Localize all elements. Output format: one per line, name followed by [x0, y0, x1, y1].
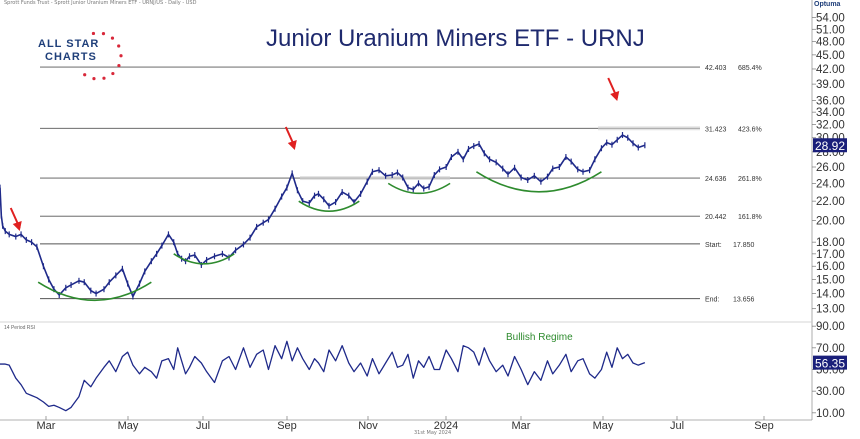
x-tick-label: Mar [512, 420, 531, 432]
rsi-tick-label: 90.00 [816, 321, 845, 333]
rsi-annotation: Bullish Regime [506, 332, 573, 343]
logo-star [83, 73, 87, 77]
logo-star [110, 36, 115, 40]
fib-level-value: 24.636 [705, 176, 727, 183]
y-tick-label: 16.00 [816, 261, 845, 273]
price-line [0, 134, 646, 298]
logo-star [117, 44, 121, 48]
x-tick-label: May [593, 420, 614, 432]
rsi-last-badge [813, 355, 847, 370]
y-tick-label: 51.00 [816, 24, 845, 36]
red-arrow-head [610, 91, 620, 101]
rsi-tick-label: 30.00 [816, 386, 845, 398]
support-arc [387, 182, 451, 195]
logo-star [111, 71, 115, 76]
y-tick-label: 39.00 [816, 79, 845, 91]
y-tick-label: 48.00 [816, 37, 845, 49]
fib-level-value: 20.442 [705, 214, 727, 221]
y-tick-label: 42.00 [816, 64, 845, 76]
fib-level-pct: 423.6% [738, 126, 762, 133]
y-tick-label: 45.00 [816, 50, 845, 62]
rsi-last-label: 56.35 [815, 357, 845, 371]
rsi-title: 14 Period RSI [4, 325, 35, 331]
x-tick-label: Sep [754, 420, 774, 432]
resistance-band [598, 126, 700, 131]
x-tick-label: Sep [277, 420, 297, 432]
support-arc [37, 281, 152, 302]
all-star-charts-logo: ALL STAR CHARTS [38, 38, 126, 82]
logo-line-2: CHARTS [45, 51, 97, 63]
fib-level-pct: 161.8% [738, 214, 762, 221]
chart-title: Junior Uranium Miners ETF - URNJ [266, 25, 645, 52]
x-tick-label: Mar [37, 420, 56, 432]
end-level-label: End: [705, 297, 719, 304]
optuma-logo: Optuma [814, 1, 841, 8]
rsi-tick-label: 70.00 [816, 343, 845, 355]
red-arrow-head [12, 221, 22, 231]
y-tick-label: 34.00 [816, 107, 845, 119]
x-tick-label: Jul [670, 420, 684, 432]
support-arc [298, 200, 360, 212]
y-tick-label: 22.00 [816, 196, 845, 208]
logo-star [101, 32, 106, 36]
start-level-label: Start: [705, 242, 722, 249]
footer-date: 31st May 2024 [414, 430, 452, 436]
start-level-value: 17.850 [733, 242, 755, 249]
logo-star [119, 54, 123, 58]
fib-level-value: 31.423 [705, 126, 727, 133]
end-level-value: 13.656 [733, 297, 755, 304]
resistance-band [300, 176, 450, 181]
y-tick-label: 13.00 [816, 304, 845, 316]
last-price-badge [813, 138, 847, 153]
y-tick-label: 17.00 [816, 249, 845, 261]
logo-star [92, 77, 96, 81]
support-arc [173, 253, 235, 265]
red-arrow-head [287, 140, 297, 150]
y-tick-label: 54.00 [816, 13, 845, 25]
y-tick-label: 26.00 [816, 162, 845, 174]
x-tick-label: 2024 [434, 420, 458, 432]
chart-caption: Sprott Funds Trust - Sprott Junior Urani… [4, 0, 197, 6]
fib-level-pct: 261.8% [738, 176, 762, 183]
y-tick-label: 18.00 [816, 237, 845, 249]
x-tick-label: Nov [358, 420, 378, 432]
support-arc [475, 171, 602, 193]
rsi-line [0, 340, 646, 412]
fib-level-pct: 685.4% [738, 65, 762, 72]
rsi-tick-label: 10.00 [816, 408, 845, 420]
x-tick-label: May [118, 420, 139, 432]
x-tick-label: Jul [196, 420, 210, 432]
logo-star [102, 76, 106, 80]
fib-level-value: 42.403 [705, 65, 727, 72]
y-tick-label: 15.00 [816, 274, 845, 286]
logo-star [117, 63, 121, 68]
y-tick-label: 14.00 [816, 289, 845, 301]
y-tick-label: 24.00 [816, 178, 845, 190]
y-tick-label: 36.00 [816, 95, 845, 107]
logo-line-1: ALL STAR [38, 38, 100, 50]
y-tick-label: 20.00 [816, 216, 845, 228]
logo-star [91, 31, 96, 36]
y-tick-label: 32.00 [816, 120, 845, 132]
last-price-label: 28.92 [815, 139, 845, 153]
